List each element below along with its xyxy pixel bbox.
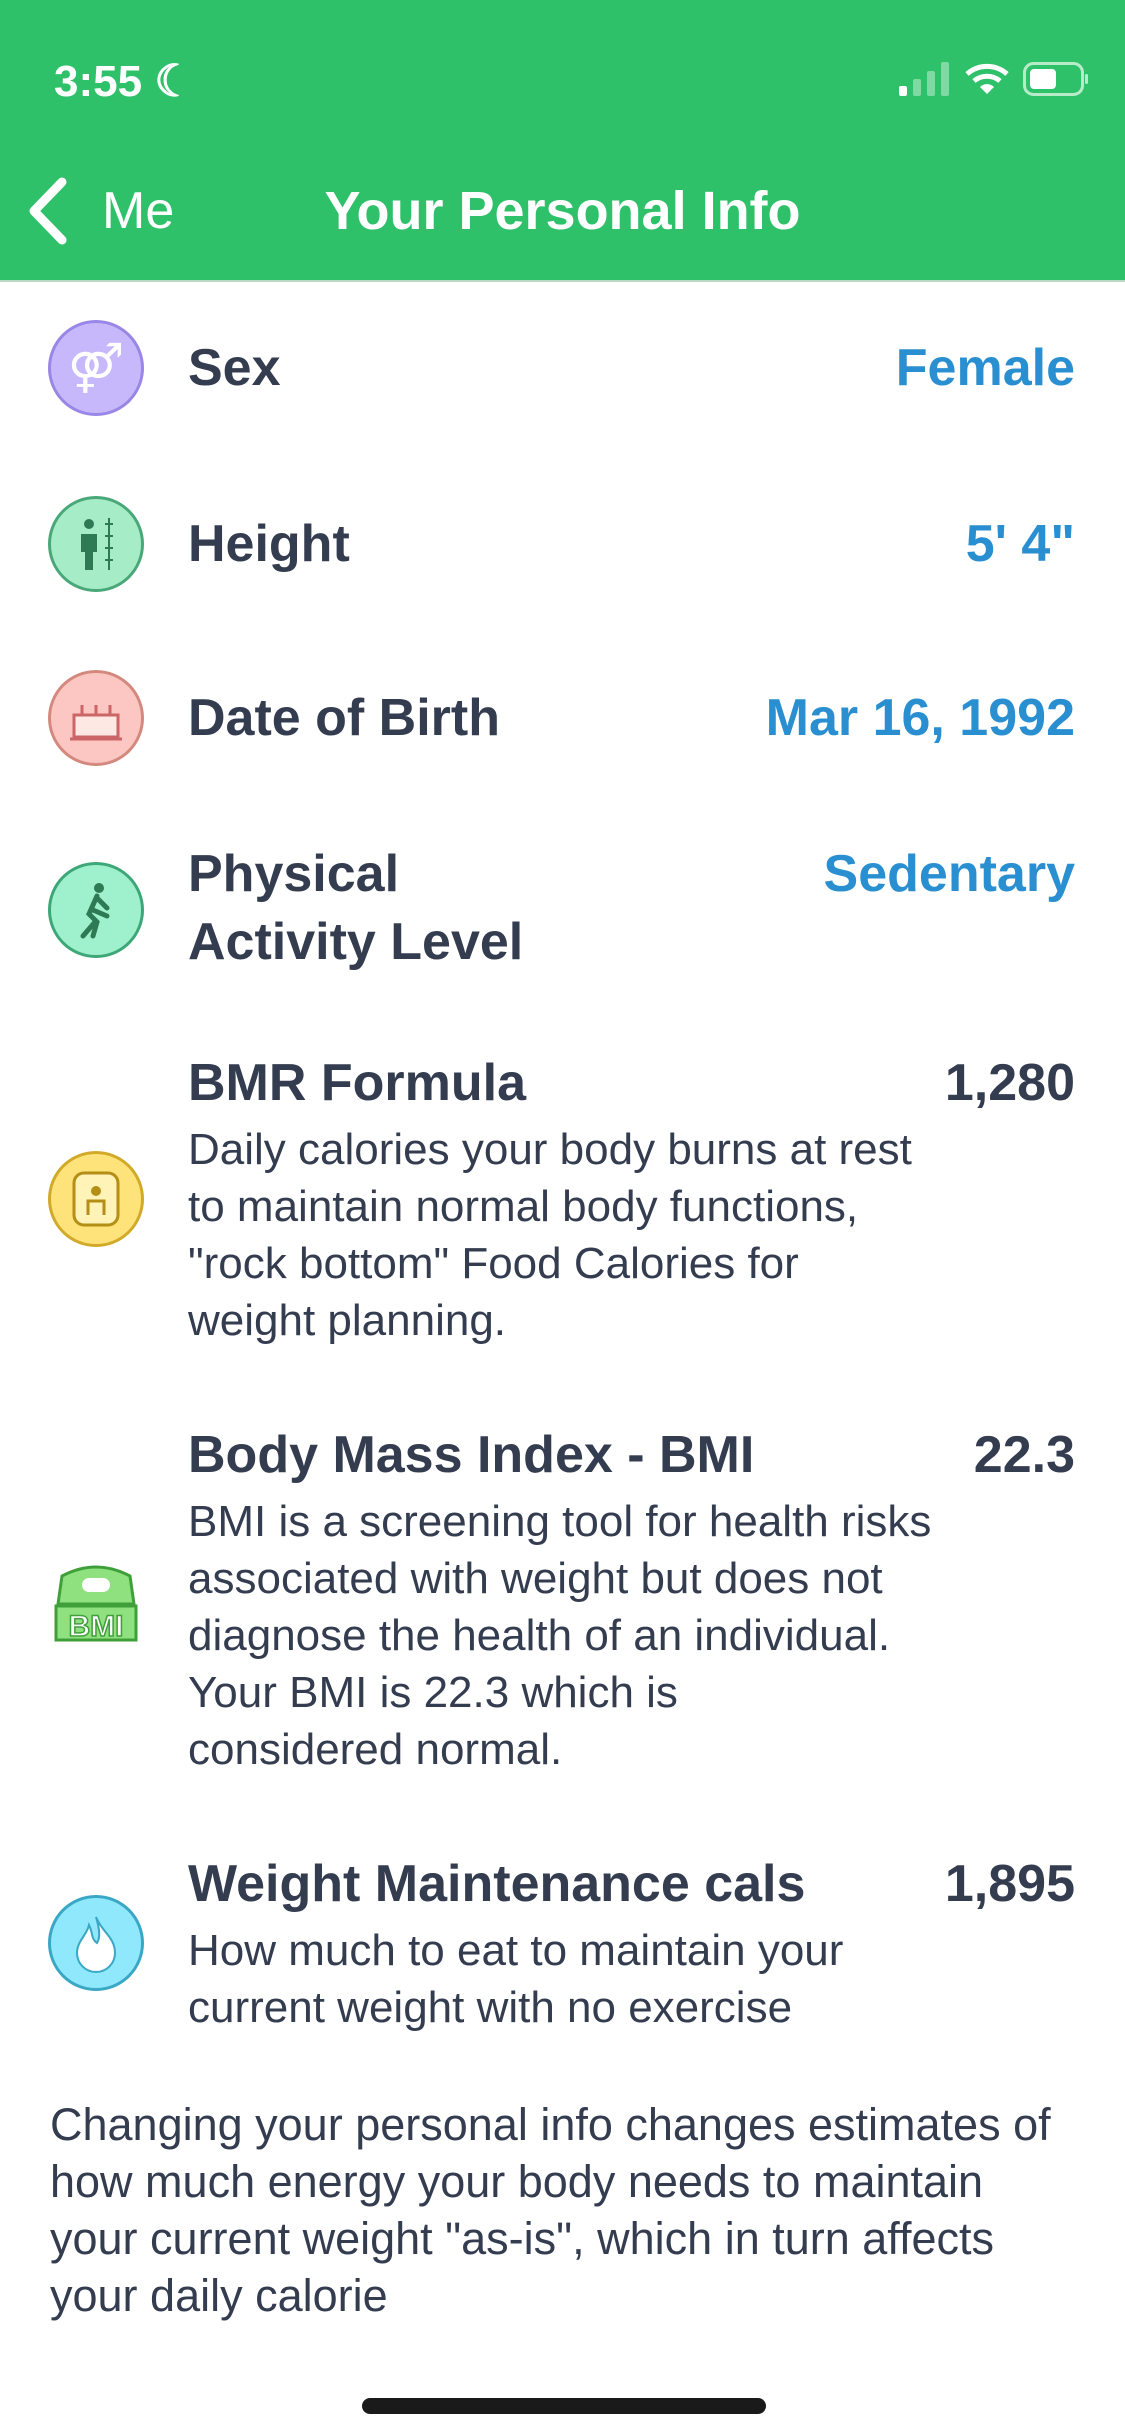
footer-note: Changing your personal info changes esti… <box>50 2099 1051 2321</box>
walking-person-icon <box>48 862 144 958</box>
stat-weight-maintenance: Weight Maintenance cals 1,895 How much t… <box>0 1850 1125 2036</box>
wifi-icon <box>965 63 1009 94</box>
row-label: Date of Birth <box>188 689 500 747</box>
nav-header: 3:55 ☾ Me Your Personal Info <box>0 0 1125 282</box>
status-time: 3:55 ☾ <box>54 56 194 107</box>
back-button[interactable]: Me <box>24 176 174 246</box>
bmi-result-text: Your BMI is 22.3 which is considered nor… <box>188 1668 678 1774</box>
status-icons <box>899 62 1089 96</box>
flame-icon <box>48 1895 144 1991</box>
birthday-cake-icon <box>48 670 144 766</box>
stat-bmr: BMR Formula 1,280 Daily calories your bo… <box>0 1049 1125 1349</box>
row-value[interactable]: Female <box>895 339 1075 397</box>
gender-icon: ⚤ <box>48 320 144 416</box>
stat-value: 1,895 <box>944 1855 1075 1913</box>
row-value[interactable]: Mar 16, 1992 <box>765 689 1075 747</box>
bmi-scale-icon: BMI <box>48 1552 144 1648</box>
stat-label: Weight Maintenance cals <box>188 1855 806 1913</box>
bmr-icon <box>48 1151 144 1247</box>
stat-value: 22.3 <box>973 1426 1075 1484</box>
stat-description: Daily calories your body burns at rest t… <box>188 1125 912 1345</box>
time-text: 3:55 <box>54 57 143 106</box>
svg-text:BMI: BMI <box>69 1610 124 1643</box>
battery-icon <box>1023 62 1088 96</box>
stat-description: BMI is a screening tool for health risks… <box>188 1497 932 1660</box>
height-icon <box>48 496 144 592</box>
stat-description: How much to eat to maintain your current… <box>188 1926 844 2032</box>
stat-bmi: BMI Body Mass Index - BMI 22.3 BMI is a … <box>0 1421 1125 1778</box>
stats-section: BMR Formula 1,280 Daily calories your bo… <box>0 1049 1125 2324</box>
chevron-left-icon <box>29 177 67 245</box>
row-value[interactable]: Sedentary <box>823 845 1075 903</box>
moon-icon: ☾ <box>154 57 194 106</box>
row-label: Sex <box>188 339 281 397</box>
stat-label: BMR Formula <box>188 1054 526 1112</box>
home-indicator[interactable] <box>362 2398 766 2414</box>
back-label: Me <box>102 182 175 240</box>
page-title: Your Personal Info <box>324 181 801 241</box>
stat-label: Body Mass Index - BMI <box>188 1426 755 1484</box>
stat-value: 1,280 <box>944 1054 1075 1112</box>
row-label: Physical Activity Level <box>188 845 524 971</box>
row-label: Height <box>188 515 350 573</box>
row-value[interactable]: 5' 4" <box>965 515 1075 573</box>
signal-icon <box>899 62 949 96</box>
